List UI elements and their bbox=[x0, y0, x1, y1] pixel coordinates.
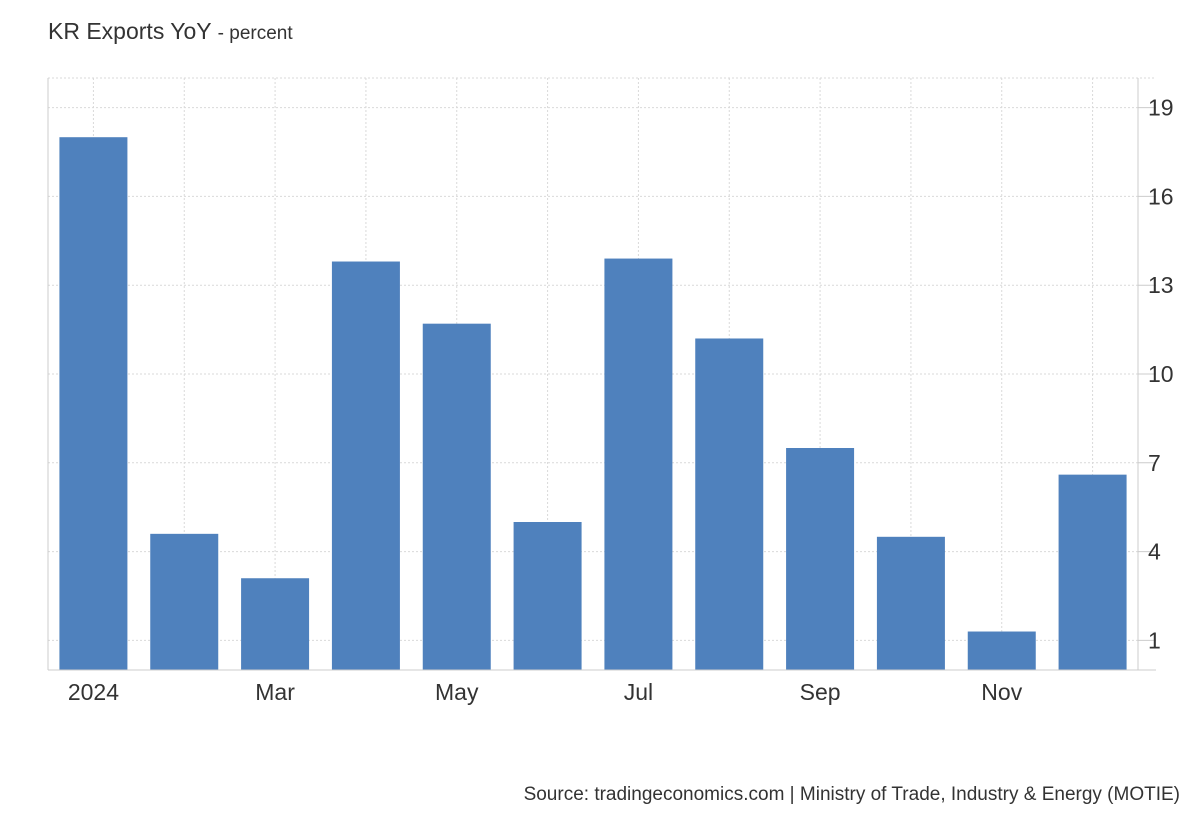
y-tick-label: 4 bbox=[1148, 539, 1161, 565]
y-tick-label: 13 bbox=[1148, 272, 1174, 298]
x-tick-labels: 2024 Mar May Jul Sep Nov bbox=[68, 679, 1023, 705]
x-tick-label: Nov bbox=[981, 679, 1022, 705]
y-tick-label: 7 bbox=[1148, 450, 1161, 476]
y-tick-label: 19 bbox=[1148, 95, 1174, 121]
bar-nov bbox=[967, 631, 1036, 670]
chart-subtitle: - percent bbox=[217, 23, 293, 44]
bar-layer bbox=[59, 137, 1127, 670]
x-tick-label: May bbox=[435, 679, 479, 705]
bar-may bbox=[422, 323, 491, 670]
chart-title-text: KR Exports YoY bbox=[48, 18, 212, 44]
bar-2024 bbox=[59, 137, 128, 670]
bar-mar bbox=[241, 578, 310, 670]
bar-jul bbox=[604, 258, 673, 670]
x-tick-label: 2024 bbox=[68, 679, 119, 705]
chart-title: KR Exports YoY - percent bbox=[48, 18, 293, 45]
bar-feb bbox=[150, 533, 219, 670]
x-tick-label: Jul bbox=[624, 679, 653, 705]
source-note: Source: tradingeconomics.com | Ministry … bbox=[523, 784, 1180, 805]
axis-layer bbox=[47, 78, 1156, 671]
y-tick-label: 10 bbox=[1148, 361, 1174, 387]
bar-apr bbox=[331, 261, 400, 670]
y-tick-labels: 1 4 7 10 13 16 19 bbox=[1148, 95, 1174, 654]
x-tick-label: Mar bbox=[255, 679, 295, 705]
y-tick-label: 16 bbox=[1148, 183, 1174, 209]
bar-jun bbox=[513, 522, 582, 670]
bar-oct bbox=[876, 536, 945, 670]
x-tick-label: Sep bbox=[800, 679, 841, 705]
y-tick-label: 1 bbox=[1148, 627, 1161, 653]
bar-aug bbox=[695, 338, 764, 670]
bar-dec bbox=[1058, 474, 1127, 670]
bar-sep bbox=[786, 448, 855, 670]
